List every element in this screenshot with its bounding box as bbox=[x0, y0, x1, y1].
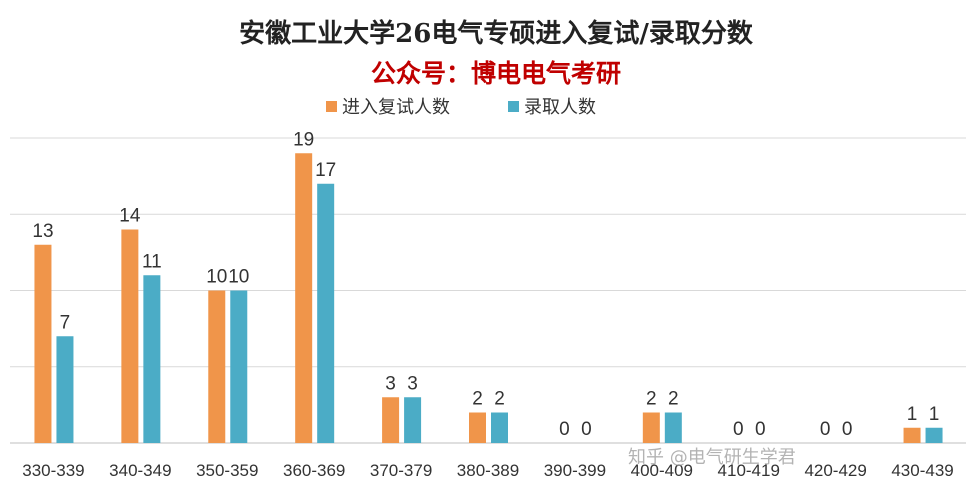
data-label: 2 bbox=[494, 389, 505, 410]
data-label: 19 bbox=[293, 129, 314, 150]
data-label: 10 bbox=[206, 267, 227, 288]
chart-subtitle: 公众号：博电电气考研 bbox=[371, 59, 621, 88]
bar bbox=[121, 229, 139, 443]
legend-label: 进入复试人数 bbox=[342, 97, 450, 118]
bar bbox=[143, 275, 161, 443]
bars bbox=[34, 153, 943, 443]
bar bbox=[469, 412, 486, 443]
data-label: 13 bbox=[32, 221, 53, 242]
x-tick-label: 430-439 bbox=[891, 461, 953, 480]
data-label: 7 bbox=[60, 312, 71, 333]
x-axis-ticks: 330-339 340-349 350-359 360-369 370-379 380-3… bbox=[22, 461, 953, 480]
data-label: 11 bbox=[142, 251, 162, 272]
bar bbox=[208, 290, 226, 443]
data-label: 1 bbox=[907, 404, 918, 425]
data-label: 2 bbox=[646, 389, 657, 410]
data-label: 0 bbox=[842, 419, 853, 440]
data-label: 1 bbox=[929, 404, 940, 425]
bar bbox=[404, 397, 422, 443]
legend-swatch bbox=[326, 101, 337, 112]
bar bbox=[295, 153, 313, 443]
x-tick-label: 390-399 bbox=[544, 461, 606, 480]
data-label: 3 bbox=[385, 373, 396, 394]
data-label: 0 bbox=[820, 419, 831, 440]
data-label: 17 bbox=[315, 160, 336, 181]
x-tick-label: 380-389 bbox=[457, 461, 519, 480]
legend: 进入复试人数 录取人数 bbox=[326, 97, 596, 118]
data-label: 3 bbox=[407, 373, 418, 394]
data-label: 2 bbox=[472, 389, 483, 410]
data-label: 0 bbox=[559, 419, 570, 440]
x-tick-label: 330-339 bbox=[22, 461, 84, 480]
bar bbox=[491, 412, 508, 443]
bar bbox=[34, 244, 52, 443]
bar bbox=[317, 183, 335, 443]
bar bbox=[664, 412, 682, 443]
x-tick-label: 370-379 bbox=[370, 461, 432, 480]
x-tick-label: 410-419 bbox=[718, 461, 780, 480]
bar bbox=[903, 427, 921, 443]
bar bbox=[56, 336, 74, 443]
bar bbox=[925, 427, 943, 443]
data-label: 0 bbox=[755, 419, 766, 440]
data-label: 14 bbox=[119, 206, 141, 227]
x-tick-label: 360-369 bbox=[283, 461, 345, 480]
data-label: 0 bbox=[581, 419, 592, 440]
x-tick-label: 350-359 bbox=[196, 461, 258, 480]
legend-label: 录取人数 bbox=[524, 97, 596, 118]
watermark-text: 知乎 @电气研生学君 bbox=[628, 447, 796, 468]
data-label: 10 bbox=[228, 267, 249, 288]
data-label: 0 bbox=[733, 419, 744, 440]
bar bbox=[382, 397, 400, 443]
gridlines bbox=[10, 137, 966, 444]
data-label: 2 bbox=[668, 389, 679, 410]
bar bbox=[642, 412, 660, 443]
x-tick-label: 420-429 bbox=[804, 461, 866, 480]
chart-title: 安徽工业大学26电气专硕进入复试/录取分数 bbox=[239, 18, 754, 49]
x-tick-label: 400-409 bbox=[631, 461, 693, 480]
bar bbox=[230, 290, 248, 443]
legend-swatch bbox=[508, 101, 519, 112]
x-tick-label: 340-349 bbox=[109, 461, 171, 480]
